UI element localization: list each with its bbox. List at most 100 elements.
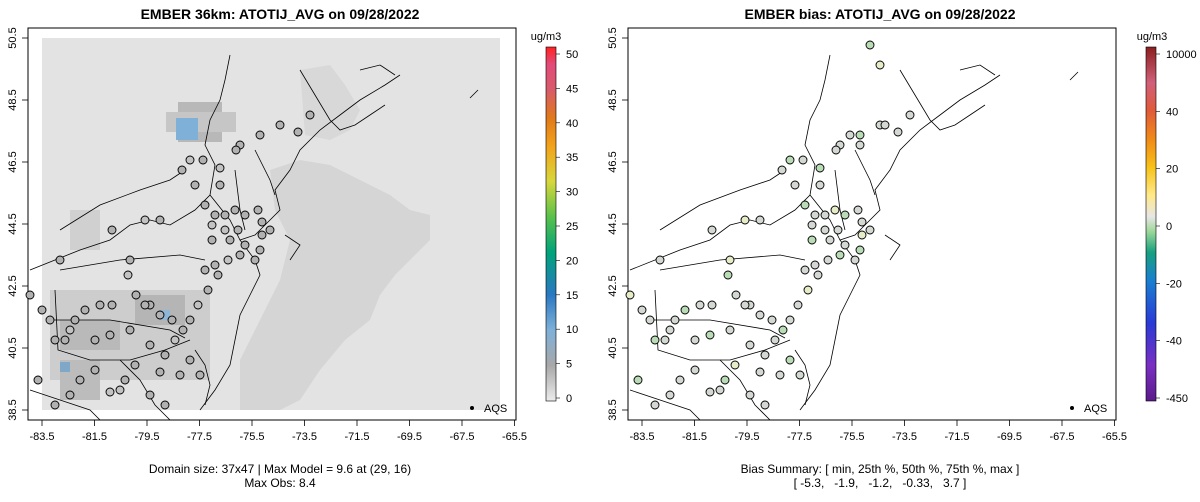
bias-site-point — [831, 145, 841, 155]
right-plot-area — [627, 27, 1117, 421]
bias-site-point — [813, 270, 823, 280]
bias-site-point — [850, 255, 860, 265]
obs-site-point — [240, 240, 250, 250]
obs-site-point — [145, 340, 155, 350]
y-tick-label: 46.5 — [607, 151, 619, 172]
bias-site-point — [865, 40, 875, 50]
colorbar-tick-label: 10 — [566, 324, 578, 336]
obs-site-point — [215, 163, 225, 173]
bias-site-point — [655, 255, 665, 265]
bias-site-point — [625, 290, 635, 300]
x-tick-label: -77.5 — [787, 431, 812, 443]
colorbar-tick-label: 35 — [566, 152, 578, 164]
right-caption-line2: [ -5.3, -1.9, -1.2, -0.33, 3.7 ] — [793, 476, 967, 490]
obs-site-point — [145, 390, 155, 400]
bias-site-point — [853, 205, 863, 215]
left-x-axis: -83.5 -81.5 -79.5 -77.5 -75.5 -73.5 -71.5 -69.5… — [29, 420, 527, 443]
bias-site-point — [755, 310, 765, 320]
right-caption-line1: Bias Summary: [ min, 25th %, 50th %, 75t… — [740, 462, 1020, 476]
bias-site-point — [857, 230, 867, 240]
obs-site-point — [305, 110, 315, 120]
bias-site-point — [840, 210, 850, 220]
bias-site-point — [633, 375, 643, 385]
x-tick-label: -73.5 — [892, 431, 917, 443]
x-tick-label: -81.5 — [82, 431, 107, 443]
bias-site-point — [723, 270, 733, 280]
bias-site-point — [807, 220, 817, 230]
y-tick-label: 44.5 — [7, 213, 19, 234]
bias-site-point — [857, 217, 867, 227]
bias-site-point — [793, 300, 803, 310]
left-obs-points — [25, 110, 315, 410]
obs-site-point — [200, 265, 210, 275]
bias-site-point — [705, 387, 715, 397]
y-tick-label: 48.5 — [607, 89, 619, 110]
colorbar-tick-label: -450 — [1166, 393, 1188, 405]
obs-site-point — [123, 270, 133, 280]
y-tick-label: 42.5 — [7, 275, 19, 296]
bias-site-point — [800, 265, 810, 275]
bias-site-point — [835, 250, 845, 260]
obs-site-point — [193, 300, 203, 310]
bias-site-point — [740, 300, 750, 310]
obs-site-point — [105, 387, 115, 397]
y-tick-label: 46.5 — [7, 151, 19, 172]
bias-site-point — [760, 350, 770, 360]
x-tick-label: -67.5 — [1049, 431, 1074, 443]
obs-site-point — [140, 300, 150, 310]
bias-site-point — [715, 385, 725, 395]
left-caption-line1: Domain size: 37x47 | Max Model = 9.6 at … — [148, 462, 412, 476]
bias-site-point — [823, 255, 833, 265]
obs-site-point — [25, 290, 35, 300]
obs-site-point — [50, 400, 60, 410]
bias-site-point — [815, 180, 825, 190]
bias-site-point — [690, 335, 700, 345]
y-tick-label: 38.5 — [7, 399, 19, 420]
colorbar-tick-label: 5 — [566, 359, 572, 371]
bias-site-point — [810, 210, 820, 220]
obs-site-point — [37, 305, 47, 315]
bias-site-point — [680, 305, 690, 315]
obs-site-point — [45, 315, 55, 325]
bias-site-point — [755, 367, 765, 377]
bias-site-point — [785, 355, 795, 365]
obs-site-point — [195, 370, 205, 380]
obs-site-point — [177, 165, 187, 175]
obs-site-point — [160, 350, 170, 360]
obs-site-point — [235, 250, 245, 260]
obs-site-point — [115, 385, 125, 395]
obs-site-point — [253, 205, 263, 215]
obs-site-point — [107, 225, 117, 235]
colorbar-tick-label: -40 — [1166, 336, 1182, 348]
obs-site-point — [257, 230, 267, 240]
bias-site-point — [775, 370, 785, 380]
obs-site-point — [55, 255, 65, 265]
bias-site-point — [650, 335, 660, 345]
bias-site-point — [815, 163, 825, 173]
obs-site-point — [155, 215, 165, 225]
right-legend: AQS — [1070, 403, 1107, 415]
bias-site-point — [833, 225, 843, 235]
obs-site-point — [33, 375, 43, 385]
obs-site-point — [130, 360, 140, 370]
x-tick-label: -71.5 — [944, 431, 969, 443]
obs-site-point — [80, 305, 90, 315]
obs-site-point — [210, 210, 220, 220]
obs-site-point — [167, 315, 177, 325]
obs-site-point — [50, 335, 60, 345]
bias-site-point — [745, 390, 755, 400]
x-tick-label: -65.5 — [502, 431, 527, 443]
obs-site-point — [220, 210, 230, 220]
left-colorbar-unit: ug/m3 — [531, 31, 562, 43]
bias-site-point — [707, 300, 717, 310]
obs-site-point — [170, 335, 180, 345]
bias-site-point — [707, 225, 717, 235]
colorbar-tick-label: 30 — [566, 187, 578, 199]
obs-site-point — [225, 235, 235, 245]
obs-site-point — [131, 290, 141, 300]
obs-site-point — [65, 325, 75, 335]
left-legend-label: AQS — [484, 403, 507, 415]
obs-site-point — [190, 180, 200, 190]
obs-site-point — [293, 127, 303, 137]
